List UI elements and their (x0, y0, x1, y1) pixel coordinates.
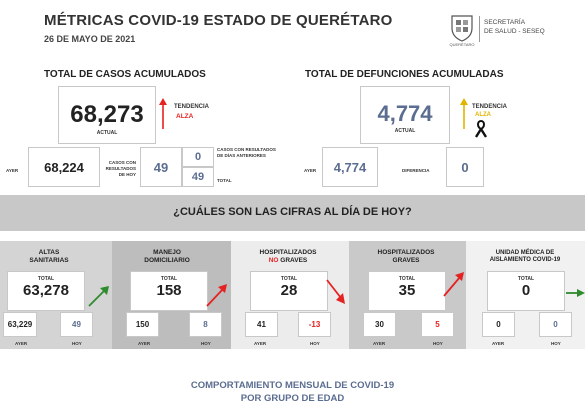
casos-total-value: 49 (191, 171, 205, 183)
hosp-graves-trend-arrow-icon (443, 272, 464, 297)
altas-card-title: ALTAS SANITARIAS (29, 249, 69, 264)
altas-ayer-label: AYER (15, 341, 28, 346)
defunciones-actual-label: ACTUAL (394, 128, 416, 134)
casos-actual-label: ACTUAL (96, 130, 118, 136)
hosp-no-graves-trend-arrow-icon (326, 279, 345, 304)
casos-trend-arrow-icon (159, 98, 167, 129)
casos-total-label: TOTAL (217, 178, 232, 183)
manejo-total-value: 158 (156, 282, 182, 299)
defunciones-tendencia-label: TENDENCIA (472, 104, 508, 110)
hosp-no-graves-total-box: TOTAL 28 (250, 271, 328, 311)
defunciones-diferencia-value: 0 (461, 160, 469, 175)
defunciones-ayer-box: 4,774 (322, 147, 378, 187)
casos-anteriores-box: 0 (182, 147, 214, 167)
hosp-no-graves-ayer-label: AYER (254, 341, 267, 346)
hosp-no-graves-card-title: HOSPITALIZADOS NO GRAVES (259, 249, 317, 264)
defunciones-ayer-label: AYER (304, 168, 317, 173)
hosp-graves-total-value: 35 (398, 282, 416, 299)
hosp-graves-ayer-label: AYER (373, 341, 386, 346)
defunciones-actual-value: 4,774 (377, 101, 433, 126)
unidad-total-value: 0 (521, 282, 531, 299)
casos-total-box: 49 (182, 167, 214, 187)
manejo-hoy-label: HOY (201, 341, 211, 346)
unidad-card-title: UNIDAD MÉDICA DE AISLAMIENTO COVID-19 (489, 250, 561, 263)
hosp-graves-hoy-value: 5 (421, 312, 454, 337)
defunciones-diferencia-label: DIFERENCIA (402, 168, 430, 173)
manejo-ayer-label: AYER (138, 341, 151, 346)
question-banner-text: ¿CUÁLES SON LAS CIFRAS AL DÍA DE HOY? (173, 206, 412, 218)
casos-actual-box: 68,273 ACTUAL (58, 86, 156, 144)
manejo-total-box: TOTAL 158 (130, 271, 208, 311)
manejo-hoy-value: 8 (189, 312, 222, 337)
defunciones-diferencia-box: 0 (446, 147, 484, 187)
casos-anteriores-label: CASOS CON RESULTADOS DE DÍAS ANTERIORES (217, 147, 276, 158)
casos-tendencia-label: TENDENCIA (174, 104, 210, 110)
defunciones-ayer-value: 4,774 (333, 160, 367, 175)
casos-hoy-label: CASOS CON RESULTADOS DE HOY (105, 160, 136, 177)
altas-total-value: 63,278 (23, 282, 69, 299)
defunciones-trend-arrow-icon (460, 98, 468, 129)
altas-trend-arrow-icon (88, 286, 109, 307)
altas-ayer-value: 63,229 (3, 312, 37, 337)
manejo-ayer-value: 150 (126, 312, 159, 337)
casos-actual-value: 68,273 (70, 101, 144, 128)
unidad-total-box: TOTAL 0 (487, 271, 565, 311)
logo-caption: QUERÉTARO (449, 42, 475, 47)
hosp-graves-ayer-value: 30 (363, 312, 396, 337)
question-banner (0, 195, 585, 231)
casos-hoy-value: 49 (153, 160, 169, 175)
casos-tendencia-value: ALZA (176, 113, 194, 120)
defunciones-section-title: TOTAL DE DEFUNCIONES ACUMULADAS (305, 69, 504, 80)
mourning-ribbon-icon (474, 120, 488, 138)
hosp-graves-total-box: TOTAL 35 (368, 271, 446, 311)
altas-hoy-value: 49 (60, 312, 93, 337)
casos-ayer-value: 68,224 (44, 160, 84, 175)
report-date: 26 DE MAYO DE 2021 (44, 34, 136, 44)
defunciones-tendencia-value: ALZA (475, 112, 491, 118)
hosp-no-graves-hoy-value: -13 (298, 312, 331, 337)
unidad-trend-arrow-icon (566, 289, 585, 297)
secretaria-logo-text: SECRETARÍA DE SALUD - SESEQ (484, 19, 545, 35)
hosp-no-graves-total-value: 28 (280, 282, 298, 299)
hosp-graves-card-title: HOSPITALIZADOS GRAVES (377, 249, 435, 264)
unidad-hoy-label: HOY (551, 341, 561, 346)
manejo-card-title: MANEJO DOMICILIARIO (144, 249, 190, 264)
page-title: MÉTRICAS COVID-19 ESTADO DE QUERÉTARO (44, 12, 393, 29)
casos-section-title: TOTAL DE CASOS ACUMULADOS (44, 69, 206, 80)
queretaro-shield-icon (451, 15, 473, 42)
age-group-section-title: COMPORTAMIENTO MENSUAL DE COVID-19 POR G… (190, 380, 395, 404)
casos-ayer-label: AYER (6, 168, 19, 173)
manejo-trend-arrow-icon (206, 284, 227, 307)
logo-divider (479, 16, 480, 42)
altas-total-box: TOTAL 63,278 (7, 271, 85, 311)
casos-ayer-box: 68,224 (28, 147, 100, 187)
casos-anteriores-value: 0 (194, 151, 202, 163)
unidad-ayer-value: 0 (482, 312, 515, 337)
hosp-graves-hoy-label: HOY (433, 341, 443, 346)
hosp-no-graves-ayer-value: 41 (245, 312, 278, 337)
casos-hoy-box: 49 (140, 147, 182, 187)
unidad-hoy-value: 0 (539, 312, 572, 337)
defunciones-actual-box: 4,774 ACTUAL (360, 86, 450, 144)
unidad-ayer-label: AYER (492, 341, 505, 346)
hosp-no-graves-hoy-label: HOY (310, 341, 320, 346)
altas-hoy-label: HOY (72, 341, 82, 346)
